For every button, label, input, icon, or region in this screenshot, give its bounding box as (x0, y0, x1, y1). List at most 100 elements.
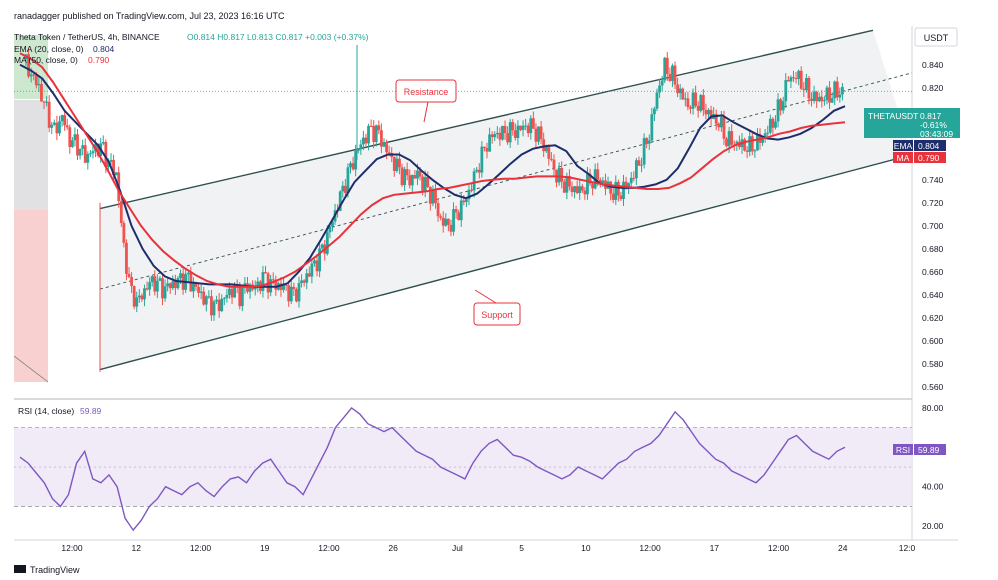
candle-body (570, 186, 574, 193)
candle-body (325, 232, 329, 254)
time-tick-label: Jul (452, 543, 463, 553)
candlestick-series[interactable] (24, 48, 844, 372)
candle-body (132, 286, 136, 307)
candle-body (436, 203, 440, 217)
candle-body (673, 65, 677, 85)
candle-body (130, 277, 133, 287)
channel-midline (99, 72, 913, 290)
rsi-axis[interactable]: 80.00 40.00 20.00 (922, 403, 944, 531)
candle-body (542, 139, 546, 152)
candle-body (176, 278, 180, 289)
candle-body (529, 118, 533, 134)
candle-body (686, 98, 690, 108)
candle-body (359, 144, 363, 150)
candle-body (212, 301, 216, 316)
candle-body (624, 181, 628, 189)
candle-body (717, 123, 721, 128)
candle-body (653, 108, 656, 115)
support-label: Support (481, 310, 513, 320)
candle-body (789, 77, 793, 82)
candle-body (575, 186, 579, 194)
candle-body (392, 157, 396, 171)
candle-body (588, 173, 592, 184)
candle-body (735, 141, 739, 146)
rsi-tick-label: 80.00 (922, 403, 944, 413)
candle-body (228, 288, 231, 295)
candle-body (477, 169, 481, 173)
candle-body (766, 132, 770, 134)
time-axis[interactable]: 12:00 12 12:00 19 12:00 26 Jul 5 10 12:00 17 12:00 2… (61, 543, 915, 553)
candle-body (271, 279, 275, 281)
candle-body (119, 201, 123, 223)
candle-body (691, 92, 695, 109)
candle-body (722, 117, 726, 139)
candle-body (663, 57, 667, 81)
candle-body (583, 190, 587, 195)
candle-body (349, 163, 352, 168)
resistance-line[interactable] (99, 29, 874, 210)
ema-legend-label[interactable]: EMA (20, close, 0) (14, 44, 84, 54)
ema-line[interactable] (19, 63, 846, 288)
candle-body (112, 159, 115, 176)
candle-body (647, 140, 651, 144)
tradingview-logo[interactable]: TradingView (14, 565, 80, 575)
candle-body (114, 172, 118, 176)
candle-body (596, 169, 600, 180)
support-callout[interactable]: Support (473, 289, 521, 326)
ma-legend-label[interactable]: MA (50, close, 0) (14, 55, 78, 65)
candle-body (586, 173, 589, 195)
resistance-callout[interactable]: Resistance (395, 79, 457, 123)
candle-body (534, 128, 538, 142)
candle-body (616, 181, 620, 196)
candle-body (498, 132, 502, 140)
candle-body (42, 101, 46, 103)
candle-body (552, 159, 556, 170)
candle-body (462, 200, 466, 203)
candle-body (560, 167, 564, 182)
candle-body (356, 149, 360, 151)
svg-text:59.89: 59.89 (918, 445, 940, 455)
candle-body (161, 278, 164, 299)
candle-body (78, 148, 82, 156)
candle-body (483, 146, 486, 149)
candle-body (81, 145, 85, 149)
candle-body (210, 296, 213, 316)
candle-body (52, 122, 56, 125)
candle-body (361, 137, 365, 145)
rsi-band (14, 427, 912, 507)
candle-body (398, 158, 401, 168)
svg-text:EMA: EMA (894, 141, 913, 151)
session-shade-gray (14, 100, 48, 210)
support-line[interactable] (99, 154, 913, 371)
price-tick-label: 0.700 (922, 221, 944, 231)
candle-body (382, 141, 386, 147)
candle-body (91, 151, 95, 154)
currency-selector[interactable]: USDT (914, 27, 958, 47)
time-tick-label: 12 (131, 543, 141, 553)
candle-body (318, 248, 322, 272)
candle-body (676, 84, 679, 94)
candle-body (307, 273, 311, 277)
candle-body (521, 125, 525, 131)
candle-body (65, 125, 69, 128)
ma-line[interactable] (19, 52, 846, 288)
candle-body (485, 148, 489, 152)
candle-body (632, 177, 636, 179)
candle-body (622, 181, 625, 200)
candle-body (539, 126, 543, 140)
instrument-title: Theta Token / TetherUS, 4h, BINANCE (14, 32, 160, 42)
svg-text:0.804: 0.804 (918, 141, 940, 151)
rsi-line[interactable] (19, 406, 846, 532)
candle-body (743, 139, 746, 151)
candle-body (516, 125, 520, 139)
candle-body (714, 114, 718, 124)
candle-body (403, 169, 406, 186)
candle-body (27, 54, 30, 77)
candle-body (825, 87, 829, 101)
candle-body (256, 281, 260, 288)
candle-body (29, 74, 33, 77)
candle-body (444, 218, 448, 226)
rsi-legend-label[interactable]: RSI (14, close) (18, 406, 74, 416)
candle-body (704, 110, 708, 115)
